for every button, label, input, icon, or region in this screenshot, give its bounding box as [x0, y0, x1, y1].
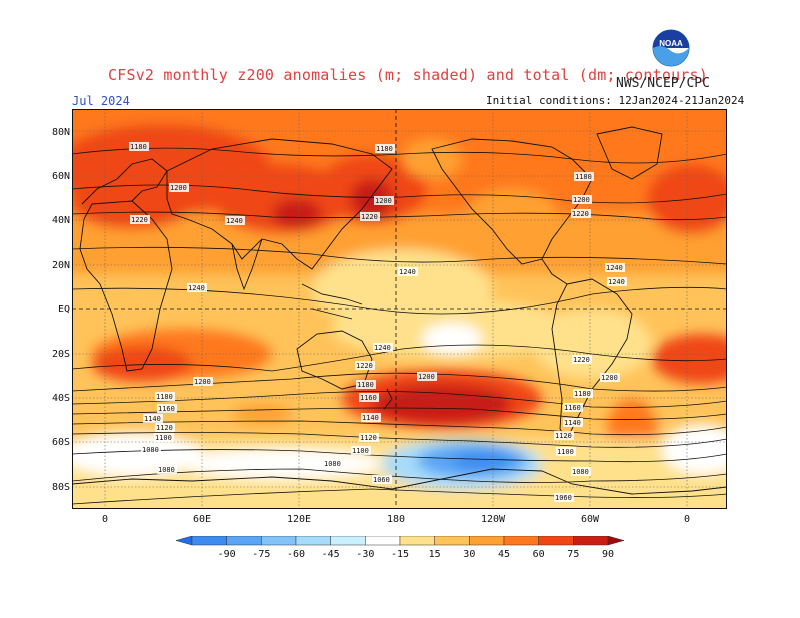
colorbar-swatch	[399, 536, 435, 546]
contour-label: 1200	[601, 374, 618, 382]
lon-label-120e: 120E	[286, 514, 312, 525]
contour-label: 1060	[373, 476, 390, 484]
contour-label: 1140	[362, 414, 379, 422]
contour-label: 1220	[573, 356, 590, 364]
contour-label: 1240	[374, 344, 391, 352]
colorbar-tick-label: -60	[287, 549, 305, 560]
colorbar-tick-label: -75	[252, 549, 270, 560]
colorbar-tick-label: 45	[498, 549, 510, 560]
contour-label: 1200	[418, 373, 435, 381]
colorbar-swatch	[573, 536, 609, 546]
contour-label: 1180	[130, 143, 147, 151]
colorbar-swatch	[226, 536, 262, 546]
colorbar-swatch	[503, 536, 539, 546]
contour-label: 1080	[324, 460, 341, 468]
colorbar-swatch	[538, 536, 574, 546]
contour-label: 1200	[170, 184, 187, 192]
colorbar-swatch	[434, 536, 470, 546]
contour-label: 1200	[375, 197, 392, 205]
lon-label-60w: 60W	[580, 514, 600, 525]
contour-label: 1160	[564, 404, 581, 412]
colorbar-tick-label: 60	[533, 549, 545, 560]
colorbar-tick-label: 90	[602, 549, 614, 560]
contour-label: 1240	[608, 278, 625, 286]
colorbar-swatch	[469, 536, 505, 546]
colorbar-swatch	[261, 536, 297, 546]
graticule	[72, 109, 727, 509]
lat-label-40s: 40S	[51, 393, 70, 404]
reference-lines	[72, 109, 727, 509]
lon-label-60e: 60E	[192, 514, 212, 525]
contour-label: 1080	[572, 468, 589, 476]
colorbar: -90 -75 -60 -45 -30 -15 15 30 45 60 75 90	[175, 536, 625, 560]
contour-label: 1220	[361, 213, 378, 221]
contour-label: 1080	[142, 446, 159, 454]
contour-label: 1140	[564, 419, 581, 427]
contour-label: 1120	[156, 424, 173, 432]
colorbar-tick-label: -90	[218, 549, 236, 560]
lon-label-0-east: 0	[683, 514, 691, 525]
colorbar-tick-label: -30	[356, 549, 374, 560]
lat-label-20s: 20S	[51, 349, 70, 360]
colorbar-tick-label: 75	[567, 549, 579, 560]
contour-label-group: 1180 1180 1180 1200 1200 1200 1220 1220 …	[129, 142, 627, 502]
agency-label: NWS/NCEP/CPC	[616, 76, 710, 91]
contour-label: 1120	[555, 432, 572, 440]
colorbar-tick-label: 30	[463, 549, 475, 560]
contour-label: 1180	[357, 381, 374, 389]
noaa-logo-text: NOAA	[659, 39, 683, 48]
contour-label: 1100	[352, 447, 369, 455]
lat-label-60s: 60S	[51, 437, 70, 448]
lon-label-180: 180	[386, 514, 406, 525]
lat-label-60n: 60N	[51, 171, 70, 182]
contours	[72, 147, 727, 505]
contour-label: 1100	[557, 448, 574, 456]
map-title: CFSv2 monthly z200 anomalies (m; shaded)…	[108, 66, 708, 84]
contour-label: 1180	[156, 393, 173, 401]
colorbar-arrow-left	[175, 536, 193, 546]
lon-label-0: 0	[101, 514, 109, 525]
lat-label-80n: 80N	[51, 127, 70, 138]
contour-label: 1100	[155, 434, 172, 442]
colorbar-tick-label: -15	[391, 549, 409, 560]
contour-label: 1220	[572, 210, 589, 218]
anomaly-map: 1180 1180 1180 1200 1200 1200 1220 1220 …	[72, 109, 727, 509]
contour-label: 1240	[188, 284, 205, 292]
contour-label: 1240	[226, 217, 243, 225]
contour-label: 1180	[574, 390, 591, 398]
contour-label: 1200	[194, 378, 211, 386]
lat-label-20n: 20N	[51, 260, 70, 271]
map-frame	[72, 109, 727, 509]
colorbar-tick-label: 15	[429, 549, 441, 560]
contour-label: 1220	[131, 216, 148, 224]
colorbar-tick-label: -45	[322, 549, 340, 560]
contour-label: 1140	[144, 415, 161, 423]
contour-label: 1220	[356, 362, 373, 370]
contour-label: 1180	[376, 145, 393, 153]
lon-label-120w: 120W	[480, 514, 506, 525]
contour-label: 1240	[399, 268, 416, 276]
contour-label: 1160	[360, 394, 377, 402]
colorbar-swatch	[330, 536, 366, 546]
noaa-logo: NOAA	[652, 29, 690, 67]
forecast-month: Jul 2024	[72, 94, 130, 108]
contour-label: 1160	[158, 405, 175, 413]
colorbar-swatch	[191, 536, 227, 546]
contour-label: 1120	[360, 434, 377, 442]
coastlines	[72, 126, 727, 495]
contour-label: 1240	[606, 264, 623, 272]
colorbar-swatch	[365, 536, 401, 546]
lat-label-eq: EQ	[57, 304, 70, 315]
colorbar-arrow-right	[607, 536, 625, 546]
lat-label-40n: 40N	[51, 215, 70, 226]
lat-label-80s: 80S	[51, 482, 70, 493]
contour-label: 1060	[555, 494, 572, 502]
initial-conditions: Initial conditions: 12Jan2024-21Jan2024	[486, 94, 745, 107]
contour-label: 1080	[158, 466, 175, 474]
contour-label: 1200	[573, 196, 590, 204]
contour-label: 1180	[575, 173, 592, 181]
colorbar-swatch	[295, 536, 331, 546]
